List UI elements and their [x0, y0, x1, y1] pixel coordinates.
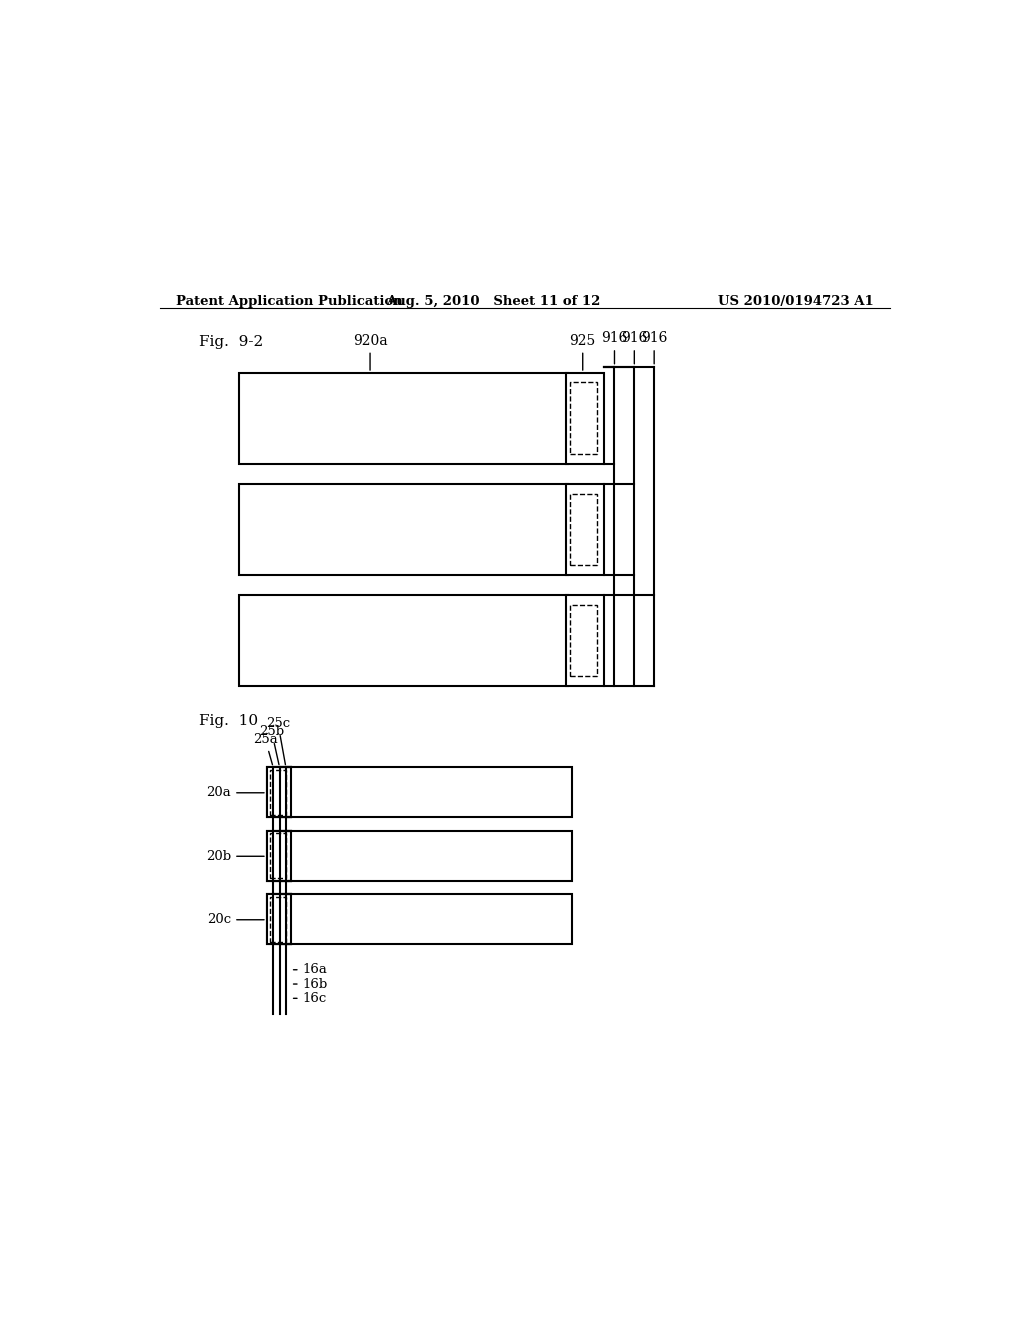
Text: Patent Application Publication: Patent Application Publication: [176, 296, 402, 308]
Text: 25c: 25c: [266, 717, 290, 764]
Bar: [267, 830, 572, 880]
Bar: [240, 595, 568, 686]
Text: 916: 916: [641, 331, 668, 364]
Text: 20a: 20a: [207, 787, 264, 800]
Bar: [267, 895, 572, 944]
Bar: [566, 374, 604, 465]
Bar: [267, 830, 291, 880]
Text: US 2010/0194723 A1: US 2010/0194723 A1: [718, 296, 873, 308]
Bar: [240, 374, 568, 465]
Text: 20c: 20c: [207, 913, 264, 927]
Text: Fig.  10: Fig. 10: [200, 714, 258, 729]
Bar: [267, 767, 572, 817]
Bar: [566, 595, 604, 686]
Text: 16a: 16a: [294, 964, 328, 977]
Text: 925: 925: [569, 334, 596, 370]
Bar: [240, 484, 568, 576]
Text: 920a: 920a: [352, 334, 387, 370]
Text: 20b: 20b: [206, 850, 264, 863]
Bar: [270, 770, 286, 814]
Bar: [267, 895, 291, 944]
Text: 16c: 16c: [294, 991, 327, 1005]
Text: 916: 916: [601, 331, 628, 364]
Text: 916: 916: [622, 331, 647, 364]
Bar: [570, 383, 597, 454]
Bar: [267, 767, 291, 817]
Text: 16b: 16b: [294, 978, 328, 990]
Text: 25a: 25a: [253, 733, 278, 764]
Text: Fig.  9-2: Fig. 9-2: [200, 335, 263, 348]
Bar: [570, 494, 597, 565]
Bar: [566, 484, 604, 576]
Text: Aug. 5, 2010   Sheet 11 of 12: Aug. 5, 2010 Sheet 11 of 12: [386, 296, 600, 308]
Text: 25b: 25b: [259, 725, 285, 764]
Bar: [270, 896, 286, 942]
Bar: [270, 833, 286, 879]
Bar: [570, 605, 597, 676]
